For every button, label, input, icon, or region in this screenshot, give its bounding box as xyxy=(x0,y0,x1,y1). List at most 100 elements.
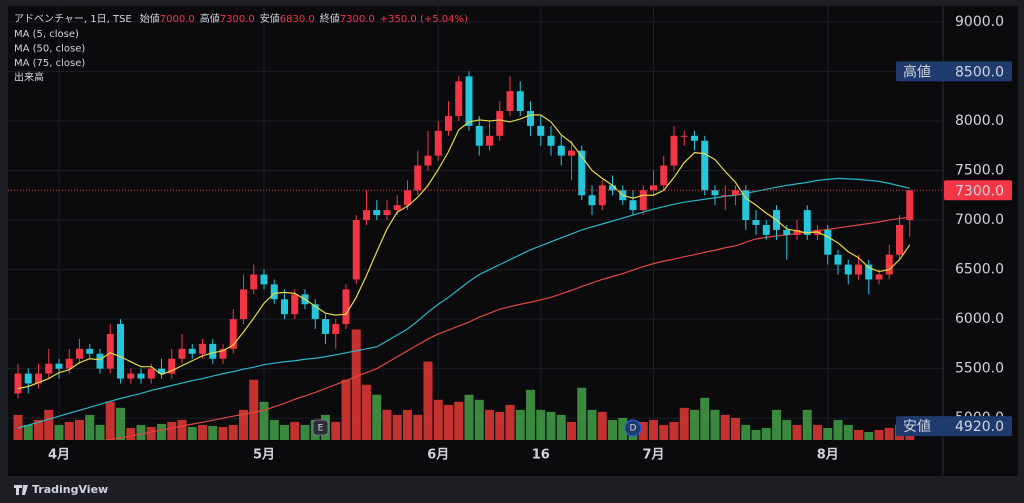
volume-bar xyxy=(331,421,341,440)
y-tick-label: 9000.0 xyxy=(955,14,1004,30)
candle-body xyxy=(96,353,104,369)
candle-body xyxy=(168,358,176,374)
y-tick-label: 7000.0 xyxy=(955,212,1004,228)
event-e: E xyxy=(312,419,329,436)
candle-body xyxy=(373,210,381,216)
badge-value: 4920.0 xyxy=(955,419,1004,435)
volume-bar xyxy=(280,424,289,440)
moving-average xyxy=(17,114,911,390)
event-marker xyxy=(624,419,642,437)
legend-entry: MA (50, close) xyxy=(14,44,85,55)
volume-bar xyxy=(474,399,484,440)
volume-bar xyxy=(884,427,894,440)
volume-bar xyxy=(44,409,54,440)
candle-body xyxy=(14,373,22,394)
plot-area xyxy=(8,71,943,440)
price-badge xyxy=(944,180,1012,201)
event-label: D xyxy=(630,424,637,434)
candle-body xyxy=(885,254,893,275)
volume-bar xyxy=(259,401,269,440)
candle-body xyxy=(465,76,473,126)
candle-body xyxy=(855,264,862,275)
volume-bar xyxy=(751,429,761,440)
volume-bar xyxy=(116,407,125,440)
volume-bar xyxy=(864,431,874,440)
candle-body xyxy=(250,274,258,290)
volume-bar xyxy=(720,414,730,440)
volume-bar xyxy=(413,414,423,440)
candle-body xyxy=(568,150,575,156)
candle-body xyxy=(486,135,493,146)
volume-bar xyxy=(618,417,628,440)
badge-label: 安値 xyxy=(903,419,931,435)
brand-logo xyxy=(14,485,28,495)
candle-body xyxy=(209,343,217,359)
candle-body xyxy=(270,284,278,300)
volume-bar xyxy=(64,421,74,440)
volume-bar xyxy=(536,409,546,440)
volume-bar xyxy=(464,394,474,440)
price-badge xyxy=(896,61,1012,82)
candle-body xyxy=(45,363,53,374)
volume-bar xyxy=(659,424,669,440)
candle-body xyxy=(65,358,73,369)
candle-body xyxy=(281,299,288,315)
candle-body xyxy=(711,190,719,196)
volume-bar xyxy=(126,427,136,440)
candle-body xyxy=(352,220,360,280)
candle-body xyxy=(158,368,165,374)
candle-body xyxy=(865,264,873,280)
volume-bar xyxy=(700,397,710,440)
volume-bar xyxy=(300,424,310,440)
axes: 5000.05500.06000.06500.07000.07500.08000… xyxy=(48,14,1012,463)
candle-body xyxy=(557,145,565,156)
candle-body xyxy=(496,111,504,136)
candle-body xyxy=(322,319,329,334)
volume-bar xyxy=(556,414,566,440)
candle-body xyxy=(332,324,340,334)
candle-body xyxy=(55,363,63,369)
volume-bar xyxy=(341,379,351,440)
volume-bar xyxy=(54,424,64,440)
candle-body xyxy=(475,125,483,146)
volume-bar xyxy=(208,425,218,440)
candle-body xyxy=(598,185,606,206)
volume-bar xyxy=(454,401,464,440)
candle-body xyxy=(86,348,94,354)
summary-value: 7000.0 xyxy=(160,14,195,25)
volume-bar xyxy=(515,409,525,440)
candle-body xyxy=(896,224,903,255)
volume-bar xyxy=(382,409,392,440)
candle-body xyxy=(240,289,247,320)
candle-body xyxy=(680,135,688,137)
y-tick-label: 7500.0 xyxy=(955,162,1004,178)
volume-bar xyxy=(136,424,146,440)
moving-average xyxy=(102,216,910,440)
chart-title: アドベンチャー, 1日, TSE 始値7000.0 高値7300.0 安値6830.0… xyxy=(14,12,468,25)
volume-bar xyxy=(433,399,443,440)
candle-body xyxy=(752,220,760,225)
legend-entry: MA (75, close) xyxy=(14,58,85,69)
volume-bar xyxy=(854,429,863,440)
candle-body xyxy=(516,91,524,112)
event-marker xyxy=(312,419,329,436)
badge-value: 8500.0 xyxy=(955,64,1004,80)
volume-bar xyxy=(608,419,617,440)
volume-bar xyxy=(239,409,248,440)
candle-body xyxy=(199,343,206,354)
volume-bar xyxy=(13,414,23,440)
volume-bar xyxy=(157,423,166,440)
brand: TradingView xyxy=(32,483,108,496)
volume-bar xyxy=(75,419,84,440)
candle-body xyxy=(137,373,145,379)
volume-bar xyxy=(597,411,607,440)
volume-bar xyxy=(167,421,177,440)
legend-entry: 出来高 xyxy=(14,71,44,84)
volume-bar xyxy=(85,414,95,440)
badge-value: 7300.0 xyxy=(955,183,1004,199)
candle-body xyxy=(691,135,698,141)
candle-body xyxy=(117,324,124,379)
volume-bar xyxy=(146,426,156,440)
volume-bar xyxy=(228,424,238,440)
